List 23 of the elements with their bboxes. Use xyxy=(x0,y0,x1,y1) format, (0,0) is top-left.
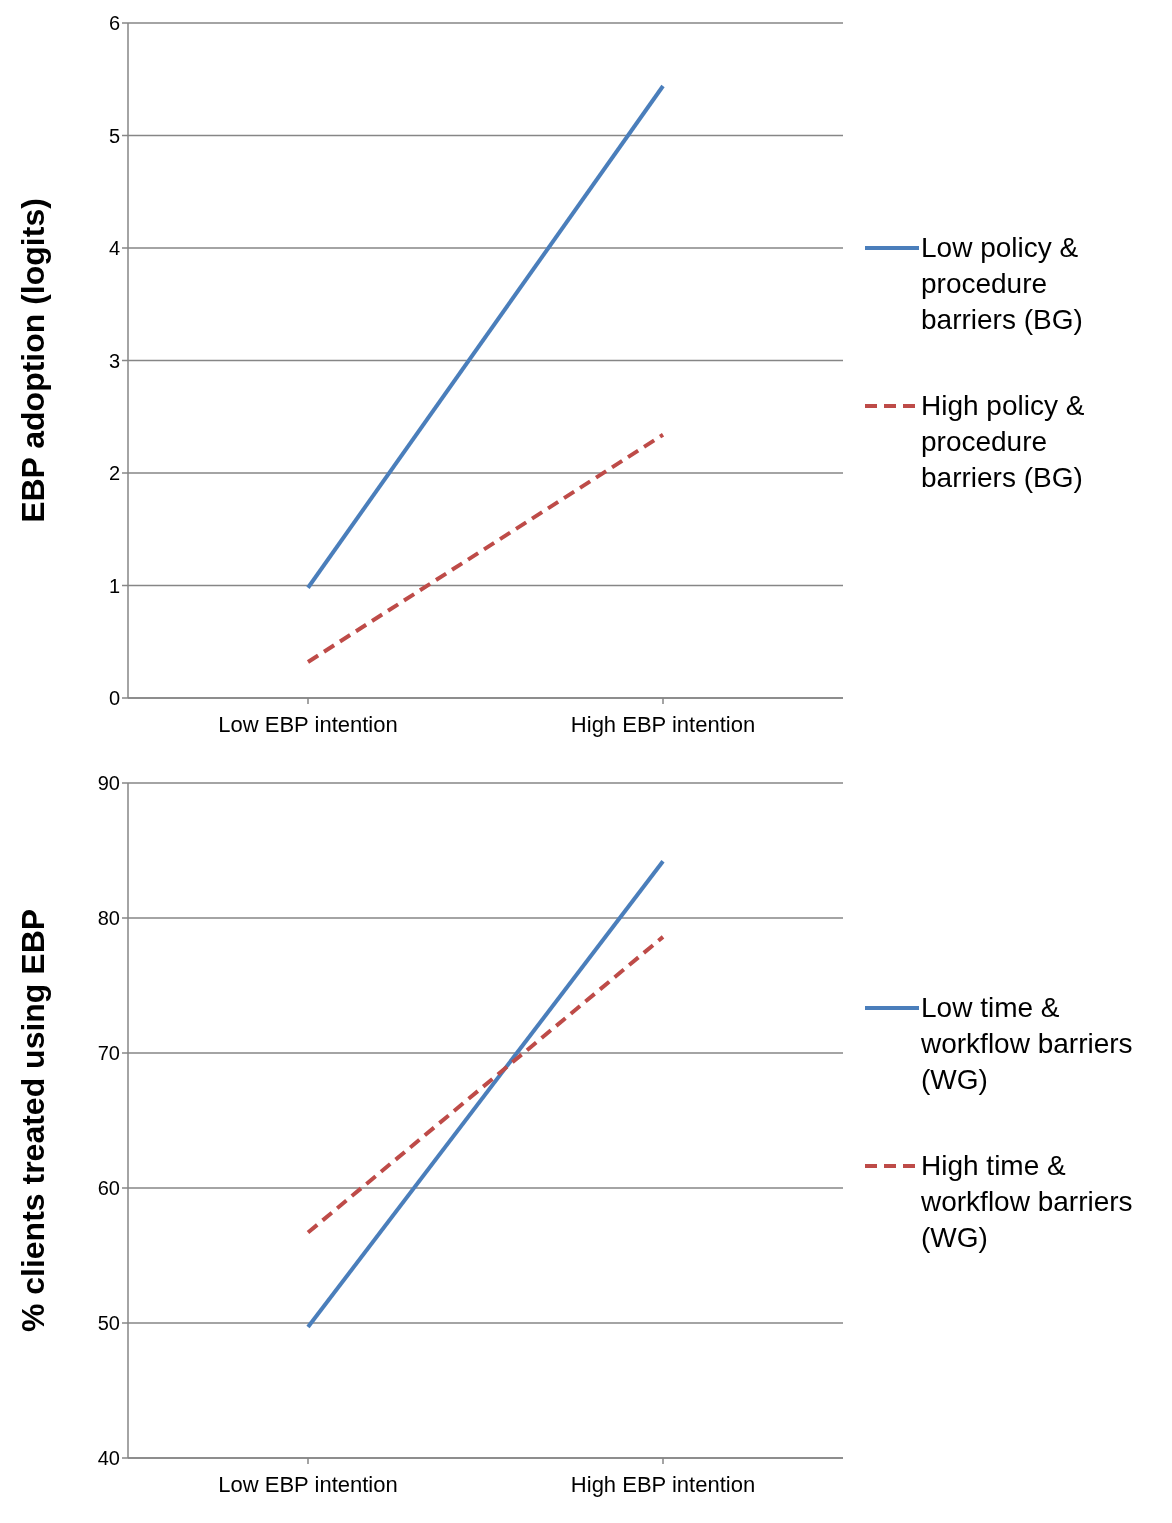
legend-label: Low time & workflow barriers (WG) xyxy=(921,991,1134,1097)
y-axis-title: EBP adoption (logits) xyxy=(15,198,52,523)
x-tick-label: High EBP intention xyxy=(570,1471,756,1497)
y-tick-label: 4 xyxy=(108,237,120,260)
y-tick-label: 1 xyxy=(108,574,120,597)
x-tick-label: Low EBP intention xyxy=(218,711,398,737)
y-tick-label: 90 xyxy=(97,772,120,795)
y-tick-label: 60 xyxy=(97,1177,120,1200)
x-tick-label: High EBP intention xyxy=(570,711,756,737)
y-tick-label: 40 xyxy=(97,1447,120,1470)
y-tick-label: 2 xyxy=(108,462,120,485)
legend-label: High policy & procedure barriers (BG) xyxy=(921,389,1086,495)
legend-label: High time & workflow barriers (WG) xyxy=(921,1149,1134,1255)
y-tick-label: 70 xyxy=(97,1042,120,1065)
y-tick-label: 50 xyxy=(97,1312,120,1335)
y-axis-title: % clients treated using EBP xyxy=(15,908,52,1333)
y-tick-label: 3 xyxy=(108,349,120,372)
y-tick-label: 6 xyxy=(108,12,120,35)
y-tick-label: 80 xyxy=(97,907,120,930)
y-tick-label: 5 xyxy=(108,124,120,147)
y-tick-label: 0 xyxy=(108,687,120,710)
legend-label: Low policy & procedure barriers (BG) xyxy=(921,231,1084,337)
x-tick-label: Low EBP intention xyxy=(218,1471,398,1497)
